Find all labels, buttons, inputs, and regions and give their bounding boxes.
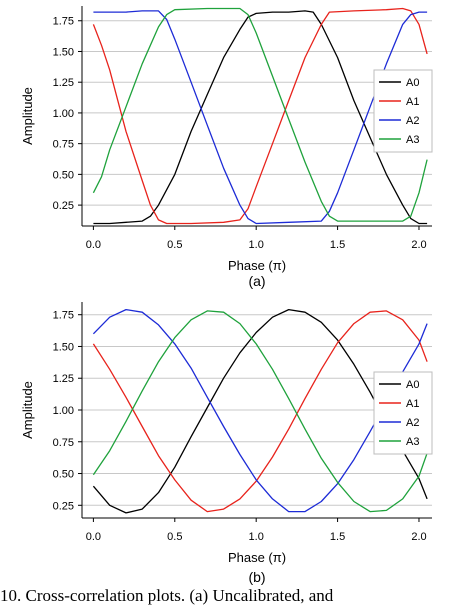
- chart-a-ytick-label: 1.00: [53, 108, 74, 120]
- chart-a-xlabel: Phase (π): [228, 258, 286, 273]
- chart-a-series-a1: [92, 7, 428, 225]
- chart-a-series-a3: [92, 7, 428, 222]
- chart-a-xtick-label: 1.5: [330, 239, 345, 251]
- chart-a-series-a0: [93, 10, 428, 225]
- chart-a-legend-label: A3: [406, 134, 419, 146]
- chart-b-ytick-label: 0.75: [53, 437, 74, 449]
- chart-a-xtick-label: 0.5: [167, 239, 182, 251]
- chart-a-ytick-label: 1.25: [53, 77, 74, 89]
- chart-b-sublabel: (b): [248, 569, 265, 585]
- chart-a-ylabel: Amplitude: [20, 87, 35, 145]
- chart-b-xtick-label: 2.0: [411, 531, 426, 543]
- chart-a-xtick-label: 0.0: [86, 239, 101, 251]
- chart-b-legend-label: A2: [406, 417, 419, 429]
- chart-a-ytick-label: 0.75: [53, 139, 74, 151]
- chart-b-ytick-label: 1.50: [53, 341, 74, 353]
- chart-b-xtick-label: 1.5: [330, 531, 345, 543]
- chart-a: 0.25 0.50 0.75 1.00 1.25 1.50 1.75 0.0 0.5 1.0 1.5…: [20, 6, 433, 289]
- chart-a-xtick-label: 1.0: [249, 239, 264, 251]
- chart-b-ytick-label: 1.00: [53, 405, 74, 417]
- chart-a-series-a2: [93, 10, 428, 225]
- chart-a-legend-label: A0: [406, 77, 419, 89]
- chart-a-ytick-label: 1.50: [53, 46, 74, 58]
- chart-b-ytick-label: 1.25: [53, 373, 74, 385]
- chart-b-series-a3: [92, 310, 428, 513]
- chart-b-ytick-label: 0.50: [53, 469, 74, 481]
- chart-a-ytick-label: 1.75: [53, 16, 74, 28]
- chart-b-xtick-label: 0.0: [86, 531, 101, 543]
- chart-b-legend-label: A3: [406, 436, 419, 448]
- chart-a-legend-label: A1: [406, 96, 419, 108]
- chart-a-ytick-label: 0.50: [53, 169, 74, 181]
- chart-b-legend-label: A0: [406, 379, 419, 391]
- chart-b-xlabel: Phase (π): [228, 550, 286, 565]
- chart-a-xtick-label: 2.0: [411, 239, 426, 251]
- chart-b-xtick-label: 0.5: [167, 531, 182, 543]
- chart-a-sublabel: (a): [248, 273, 265, 289]
- chart-a-ytick-label: 0.25: [53, 200, 74, 212]
- chart-a-legend-label: A2: [406, 115, 419, 127]
- chart-b-ylabel: Amplitude: [20, 381, 35, 439]
- figure-caption: 10. Cross-correlation plots. (a) Uncalib…: [0, 586, 334, 605]
- chart-b: 0.25 0.50 0.75 1.00 1.25 1.50 1.75 0.0 0.5 1.0 1.5…: [20, 302, 433, 585]
- chart-b-series-a1: [92, 310, 428, 513]
- chart-b-legend-label: A1: [406, 398, 419, 410]
- chart-b-ytick-label: 0.25: [53, 500, 74, 512]
- chart-b-xtick-label: 1.0: [249, 531, 264, 543]
- chart-b-ytick-label: 1.75: [53, 310, 74, 322]
